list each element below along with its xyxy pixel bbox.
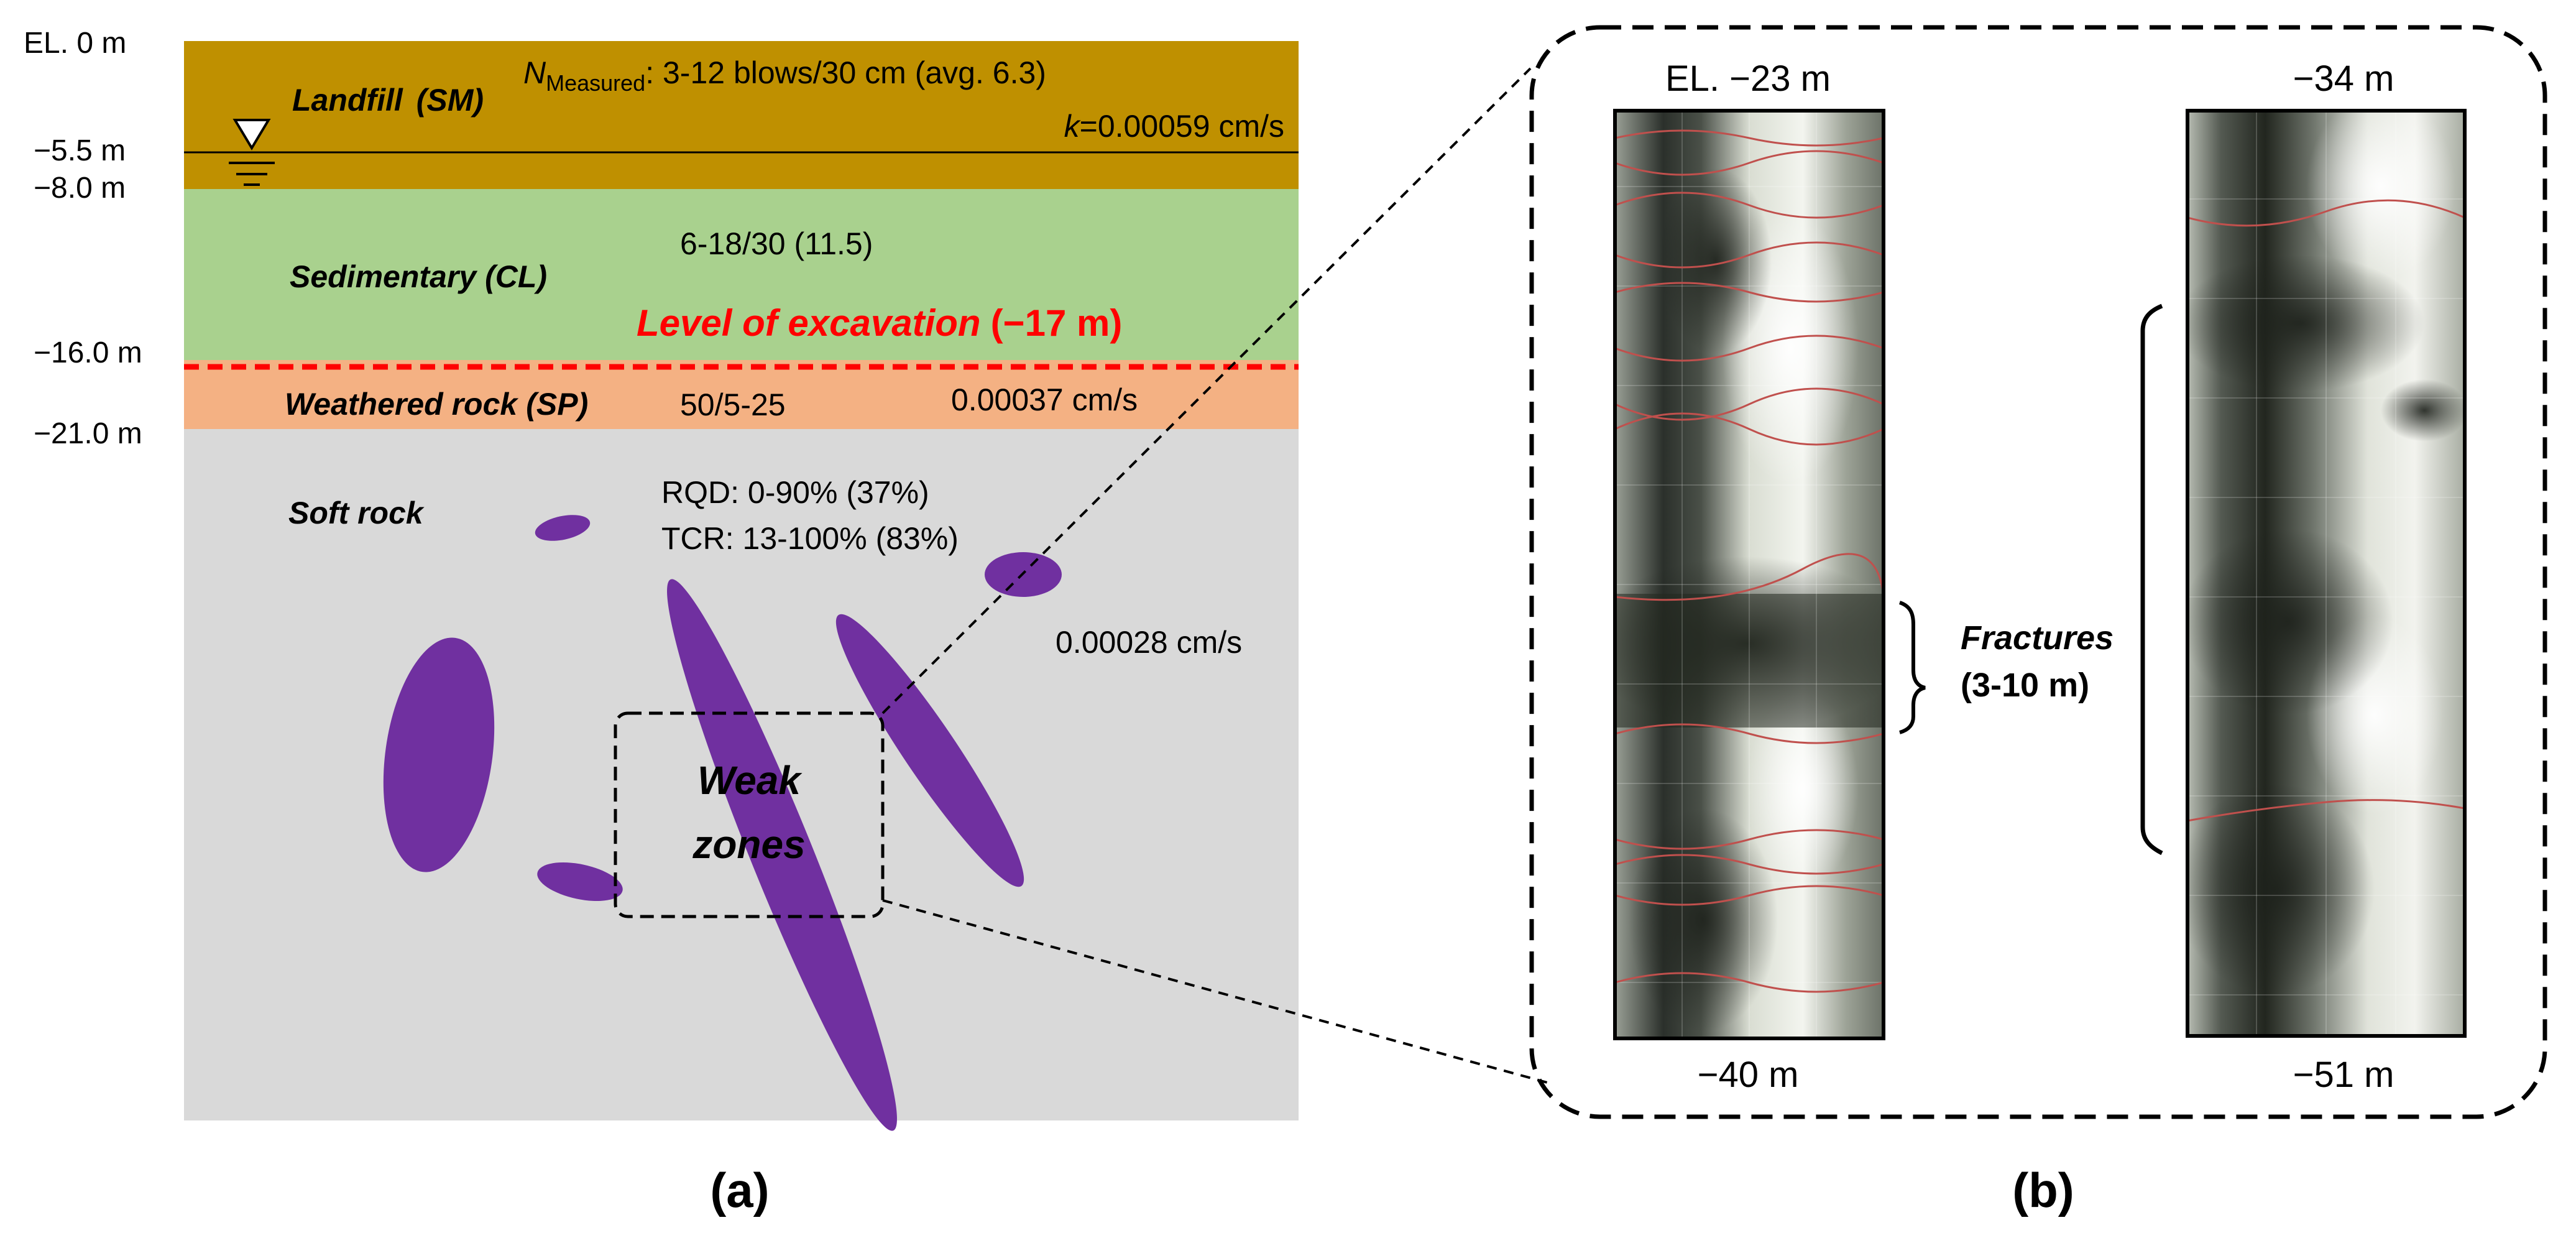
weak-zone-ellipse <box>535 515 591 541</box>
elevation-0: EL. 0 m <box>24 27 126 60</box>
panel-a: EL. 0 m −5.5 m −8.0 m −16.0 m −21.0 m La… <box>24 27 1299 1217</box>
core-2-frame <box>2186 109 2467 1038</box>
landfill-n-value: NMeasured: 3-12 blows/30 cm (avg. 6.3) <box>523 55 1046 96</box>
core-2-bottom-label: −51 m <box>2293 1055 2394 1095</box>
landfill-layer <box>184 41 1299 189</box>
core-image-2 <box>2187 111 2465 1036</box>
fracture-bracket-1-shape <box>1901 603 1921 732</box>
landfill-label: Landfill (SM) <box>292 83 484 118</box>
tcr-value: TCR: 13-100% (83%) <box>661 521 959 556</box>
weak-zones-box <box>614 711 885 918</box>
water-table-icon <box>229 119 275 186</box>
soft-rock-label: Soft rock <box>288 496 425 530</box>
soft-rock-k-value: 0.00028 cm/s <box>1056 625 1242 660</box>
elevation-16: −16.0 m <box>34 336 142 369</box>
fracture-bracket-1-visible <box>1898 601 1926 734</box>
weathered-k-value: 0.00037 cm/s <box>951 382 1138 417</box>
panel-b: EL. −23 m −40 m Fractures (3-10 m) <box>1529 25 2547 1217</box>
panel-b-frame <box>1529 25 2547 1119</box>
excavation-label: Level of excavation (−17 m) <box>637 302 1122 344</box>
weathered-rock-label: Weathered rock (SP) <box>285 387 588 422</box>
fractures-label: Fractures <box>1961 619 2114 657</box>
elevation-8: −8.0 m <box>34 172 126 205</box>
panel-a-label: (a) <box>710 1163 769 1217</box>
weak-zone-ellipse <box>835 614 1024 887</box>
core-2-top-label: −34 m <box>2293 58 2394 99</box>
weak-zones-label-2: zones <box>692 822 805 867</box>
weak-zone-ellipse <box>667 579 897 1131</box>
rqd-value: RQD: 0-90% (37%) <box>661 475 929 510</box>
core-1-frame <box>1613 109 1885 1040</box>
core-1-top-label: EL. −23 m <box>1665 58 1831 99</box>
fractures-range: (3-10 m) <box>1961 667 2089 704</box>
weak-zone-ellipse <box>383 637 495 872</box>
sedimentary-label: Sedimentary (CL) <box>290 259 547 294</box>
weak-zones-label-1: Weak <box>697 758 803 803</box>
weathered-n-value: 50/5-25 <box>680 387 786 422</box>
sedimentary-n-value: 6-18/30 (11.5) <box>680 226 873 261</box>
sedimentary-layer <box>184 189 1299 360</box>
elevation-21: −21.0 m <box>34 417 142 450</box>
fracture-bracket-2 <box>2140 303 2163 856</box>
core-1-bottom-label: −40 m <box>1698 1055 1799 1095</box>
panel-b-label: (b) <box>2012 1163 2074 1217</box>
weak-zone-ellipse <box>537 862 623 902</box>
core-image-1 <box>1615 111 1884 1038</box>
connector-lines <box>881 67 1555 1086</box>
weathered-rock-layer <box>184 360 1299 429</box>
elevation-5-5: −5.5 m <box>34 134 126 167</box>
weak-zones <box>383 515 1062 1131</box>
landfill-k-value: k=0.00059 cm/s <box>1064 109 1284 144</box>
